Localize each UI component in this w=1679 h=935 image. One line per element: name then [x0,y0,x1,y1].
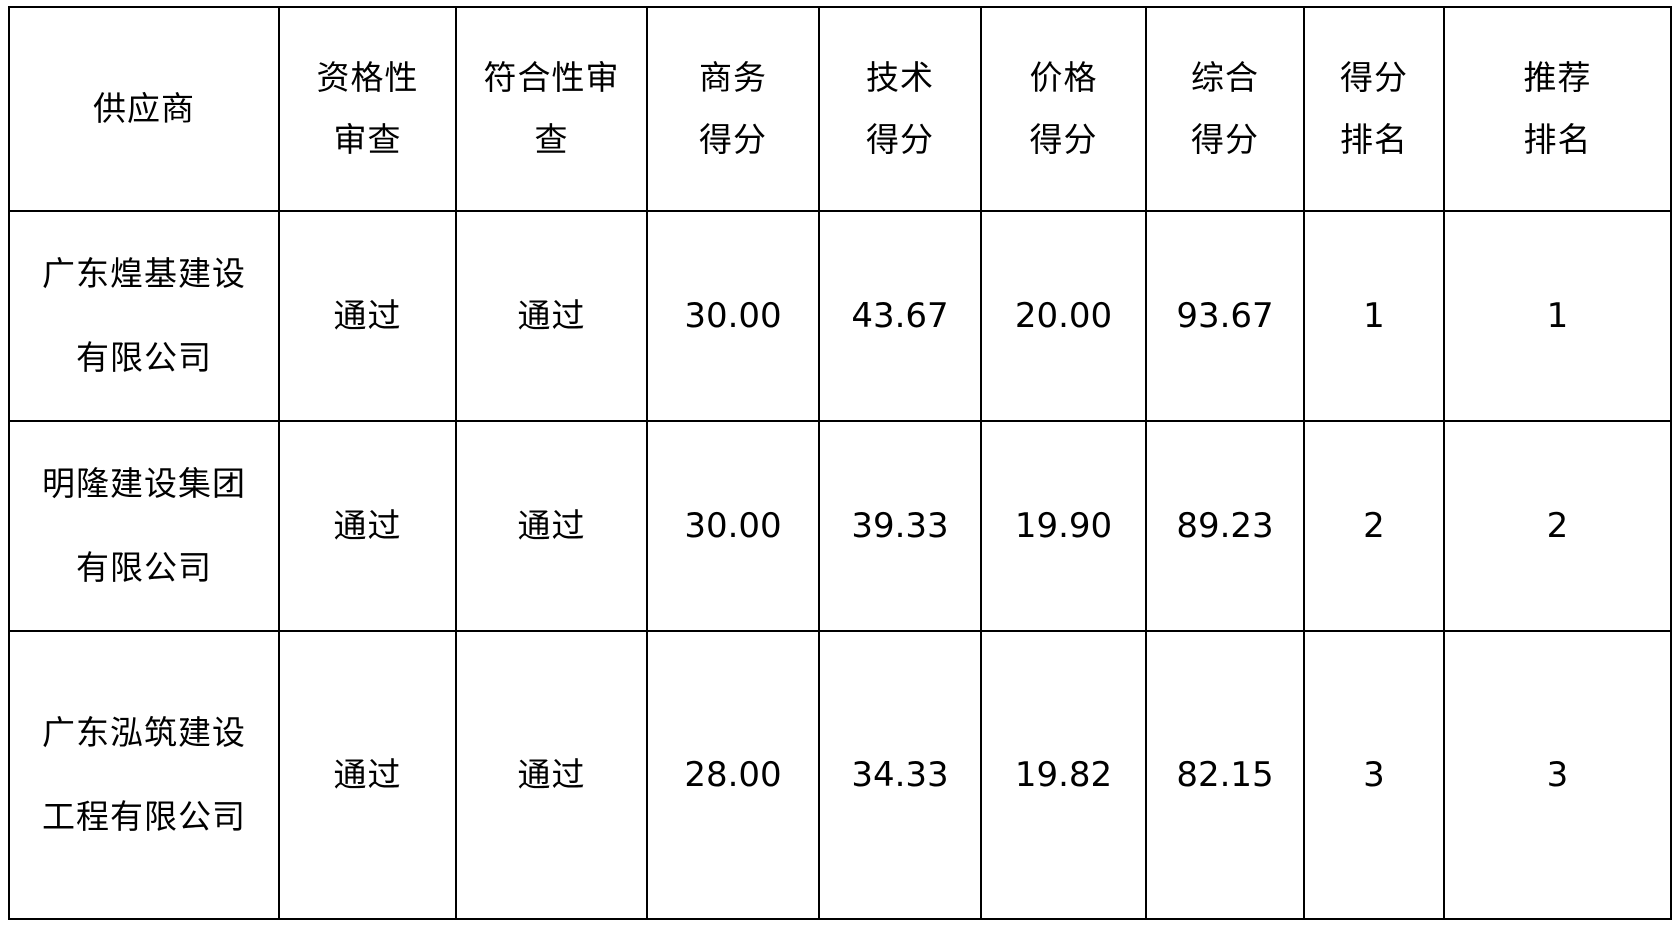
column-header-score-rank: 得分 排名 [1303,6,1445,212]
column-header-supplier: 供应商 [8,6,280,212]
column-header-overall-score-label: 综合 得分 [1191,58,1259,159]
conformity-review-status: 通过 [517,296,586,335]
column-header-business-score-label: 商务 得分 [699,58,767,159]
conformity-review-status: 通过 [517,506,586,545]
business-score-value: 30.00 [684,506,782,546]
cell-business-score: 30.00 [646,420,820,632]
qualification-review-status: 通过 [333,296,402,335]
conformity-review-status: 通过 [517,755,586,794]
table-row: 广东煌基建设 有限公司 通过 通过 30.00 43.67 20.00 [8,210,1672,422]
cell-overall-score: 93.67 [1145,210,1305,422]
score-rank-value: 3 [1363,755,1385,795]
column-header-supplier-label: 供应商 [93,89,195,128]
cell-business-score: 28.00 [646,630,820,920]
cell-score-rank: 1 [1303,210,1445,422]
cell-recommend-rank: 3 [1443,630,1672,920]
column-header-conformity-review-label: 符合性审 查 [483,58,620,159]
business-score-value: 28.00 [684,755,782,795]
table-body: 广东煌基建设 有限公司 通过 通过 30.00 43.67 20.00 [8,210,1672,920]
overall-score-value: 89.23 [1176,506,1274,546]
cell-supplier: 广东泓筑建设 工程有限公司 [8,630,280,920]
cell-business-score: 30.00 [646,210,820,422]
column-header-qualification-review-label: 资格性 审查 [316,58,419,159]
supplier-name: 广东泓筑建设 工程有限公司 [42,713,246,836]
score-rank-value: 1 [1363,296,1385,336]
cell-qualification-review: 通过 [278,630,457,920]
overall-score-value: 82.15 [1176,755,1274,795]
column-header-conformity-review: 符合性审 查 [455,6,648,212]
cell-price-score: 20.00 [980,210,1147,422]
price-score-value: 20.00 [1014,296,1113,336]
cell-price-score: 19.90 [980,420,1147,632]
column-header-score-rank-label: 得分 排名 [1340,58,1408,159]
technical-score-value: 39.33 [851,506,949,546]
cell-conformity-review: 通过 [455,420,648,632]
cell-conformity-review: 通过 [455,210,648,422]
cell-supplier: 明隆建设集团 有限公司 [8,420,280,632]
column-header-qualification-review: 资格性 审查 [278,6,457,212]
bid-evaluation-table: 供应商 资格性 审查 符合性审 查 商务 得分 技术 得分 价格 得分 [8,6,1672,920]
cell-overall-score: 82.15 [1145,630,1305,920]
price-score-value: 19.90 [1014,506,1113,546]
column-header-recommend-rank-label: 推荐 排名 [1523,58,1592,159]
table-header: 供应商 资格性 审查 符合性审 查 商务 得分 技术 得分 价格 得分 [8,6,1672,212]
column-header-price-score: 价格 得分 [980,6,1147,212]
column-header-price-score-label: 价格 得分 [1029,58,1098,159]
supplier-name: 明隆建设集团 有限公司 [42,464,246,587]
cell-recommend-rank: 2 [1443,420,1672,632]
score-rank-value: 2 [1363,506,1385,546]
table-row: 明隆建设集团 有限公司 通过 通过 30.00 39.33 19.90 [8,420,1672,632]
cell-technical-score: 43.67 [818,210,982,422]
technical-score-value: 43.67 [851,296,949,336]
column-header-recommend-rank: 推荐 排名 [1443,6,1672,212]
cell-supplier: 广东煌基建设 有限公司 [8,210,280,422]
business-score-value: 30.00 [684,296,782,336]
cell-technical-score: 34.33 [818,630,982,920]
column-header-business-score: 商务 得分 [646,6,820,212]
header-row: 供应商 资格性 审查 符合性审 查 商务 得分 技术 得分 价格 得分 [8,6,1672,212]
qualification-review-status: 通过 [333,755,402,794]
column-header-technical-score-label: 技术 得分 [866,58,934,159]
recommend-rank-value: 3 [1546,755,1569,795]
supplier-name: 广东煌基建设 有限公司 [42,254,246,377]
recommend-rank-value: 1 [1546,296,1569,336]
cell-score-rank: 3 [1303,630,1445,920]
overall-score-value: 93.67 [1176,296,1274,336]
cell-technical-score: 39.33 [818,420,982,632]
cell-price-score: 19.82 [980,630,1147,920]
price-score-value: 19.82 [1014,755,1113,795]
column-header-overall-score: 综合 得分 [1145,6,1305,212]
technical-score-value: 34.33 [851,755,949,795]
cell-qualification-review: 通过 [278,420,457,632]
cell-score-rank: 2 [1303,420,1445,632]
column-header-technical-score: 技术 得分 [818,6,982,212]
cell-overall-score: 89.23 [1145,420,1305,632]
cell-qualification-review: 通过 [278,210,457,422]
cell-recommend-rank: 1 [1443,210,1672,422]
qualification-review-status: 通过 [333,506,402,545]
recommend-rank-value: 2 [1546,506,1569,546]
table-row: 广东泓筑建设 工程有限公司 通过 通过 28.00 34.33 19.82 [8,630,1672,920]
cell-conformity-review: 通过 [455,630,648,920]
